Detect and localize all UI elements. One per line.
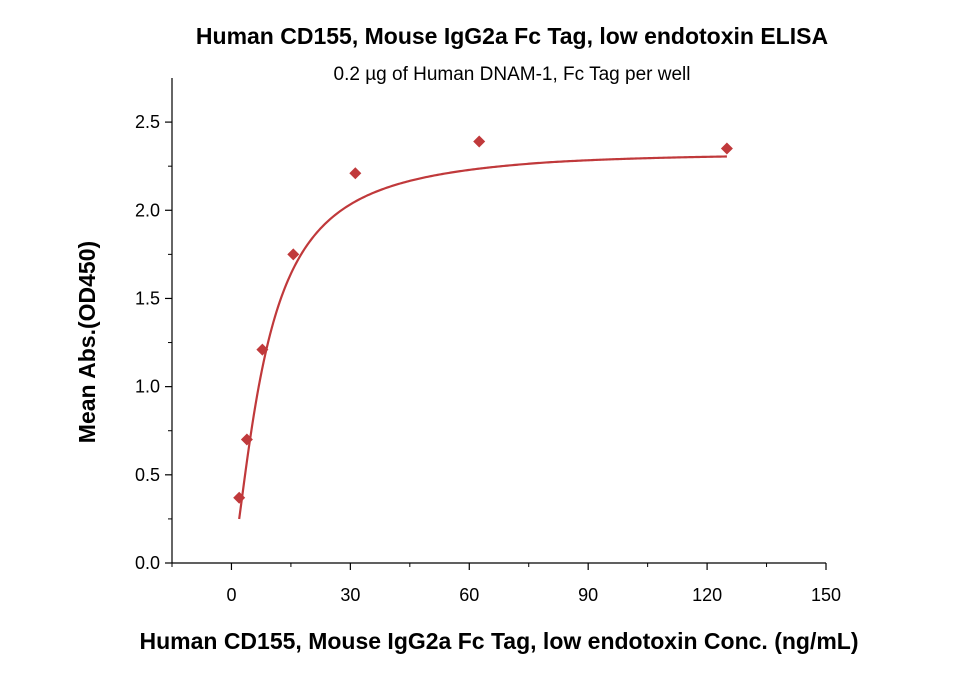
data-point bbox=[349, 167, 362, 180]
x-tick-label: 0 bbox=[226, 585, 236, 605]
chart-subtitle: 0.2 µg of Human DNAM-1, Fc Tag per well bbox=[334, 64, 691, 85]
x-axis-label: Human CD155, Mouse IgG2a Fc Tag, low end… bbox=[139, 628, 858, 654]
y-tick-label: 0.0 bbox=[135, 553, 160, 573]
fit-curve-layer bbox=[238, 155, 727, 520]
data-point bbox=[233, 491, 246, 504]
data-point bbox=[287, 248, 300, 261]
x-tick-label: 150 bbox=[811, 585, 841, 605]
chart-title: Human CD155, Mouse IgG2a Fc Tag, low end… bbox=[196, 23, 828, 49]
y-tick-label: 0.5 bbox=[135, 465, 160, 485]
y-tick-label: 2.0 bbox=[135, 200, 160, 220]
y-tick-label: 2.5 bbox=[135, 112, 160, 132]
y-tick-label: 1.5 bbox=[135, 288, 160, 308]
x-tick-label: 120 bbox=[692, 585, 722, 605]
axes-layer: 0.0 0.5 1.0 1.5 2.0 2.5 0 30 60 90 120 150 bbox=[135, 78, 841, 605]
y-tick-label: 1.0 bbox=[135, 377, 160, 397]
data-point bbox=[256, 343, 269, 356]
fit-curve bbox=[238, 155, 727, 520]
data-points-layer bbox=[233, 135, 733, 504]
data-point bbox=[240, 433, 253, 446]
data-point bbox=[473, 135, 486, 148]
x-tick-label: 30 bbox=[340, 585, 360, 605]
x-tick-label: 90 bbox=[578, 585, 598, 605]
y-axis-label: Mean Abs.(OD450) bbox=[74, 241, 100, 443]
x-tick-label: 60 bbox=[459, 585, 479, 605]
data-point bbox=[720, 142, 733, 155]
